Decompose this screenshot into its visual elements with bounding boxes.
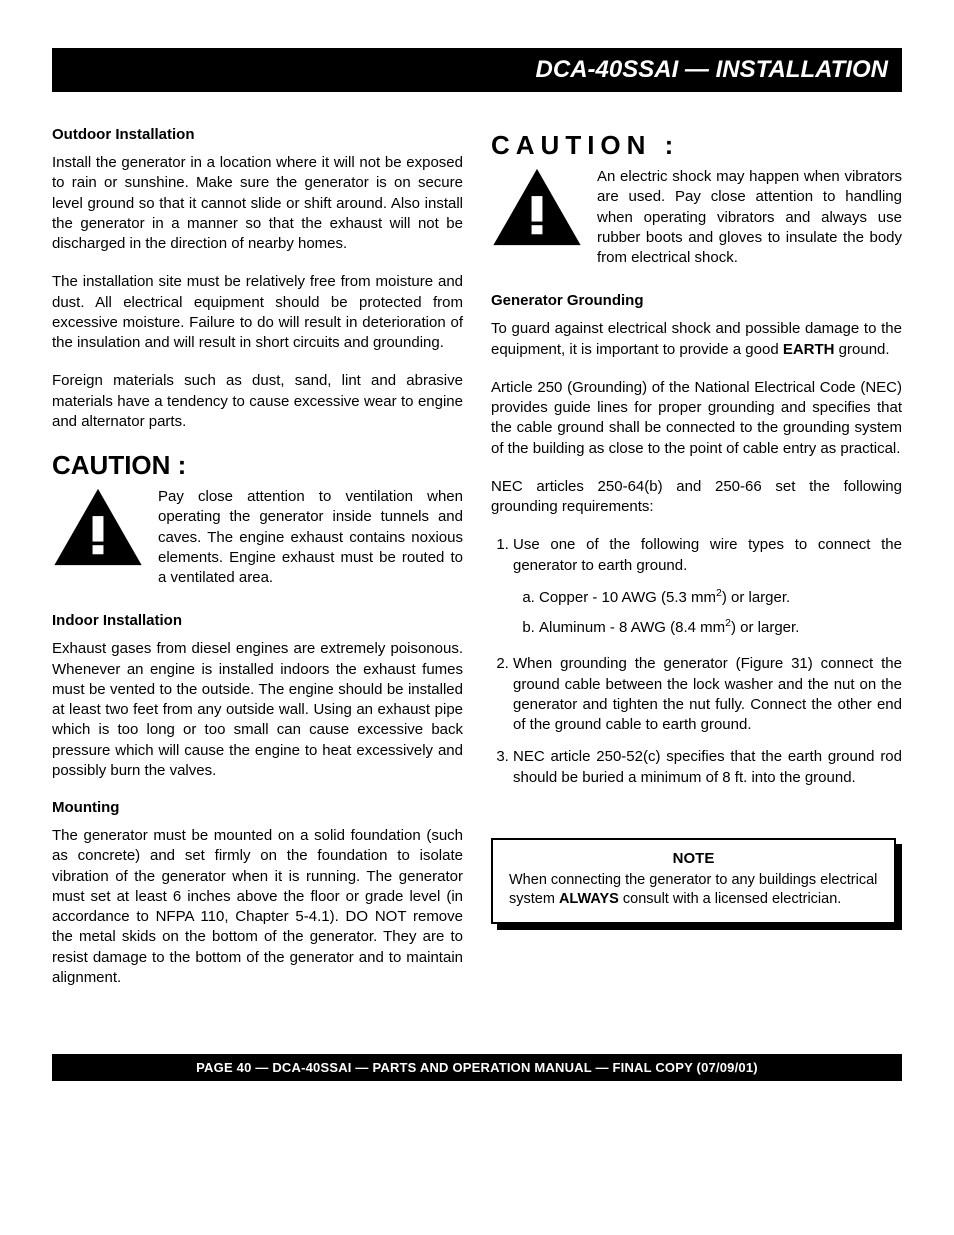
right-column: CAUTION : An electric shock may happen w…: [491, 120, 902, 1006]
para-indoor: Exhaust gases from diesel engines are ex…: [52, 639, 463, 781]
sublist-a-pre: Copper - 10 AWG (5.3 mm: [539, 589, 716, 606]
wire-sublist: Copper - 10 AWG (5.3 mm2) or larger. Alu…: [513, 586, 902, 639]
list-item-1: Use one of the following wire types to c…: [513, 535, 902, 638]
sublist-item-a: Copper - 10 AWG (5.3 mm2) or larger.: [539, 586, 902, 608]
content-columns: Outdoor Installation Install the generat…: [52, 120, 902, 1006]
para-ground-3: NEC articles 250-64(b) and 250-66 set th…: [491, 477, 902, 518]
warning-triangle-icon: [491, 167, 583, 247]
grounding-list: Use one of the following wire types to c…: [491, 535, 902, 788]
caution-heading-right: CAUTION :: [491, 130, 902, 161]
heading-outdoor: Outdoor Installation: [52, 126, 463, 143]
heading-mounting: Mounting: [52, 799, 463, 816]
note-post: consult with a licensed electrician.: [619, 891, 841, 907]
para-ground-1: To guard against electrical shock and po…: [491, 319, 902, 360]
para-mounting: The generator must be mounted on a solid…: [52, 826, 463, 988]
heading-indoor: Indoor Installation: [52, 612, 463, 629]
para-outdoor-2: The installation site must be relatively…: [52, 272, 463, 353]
note-box-inner: NOTE When connecting the generator to an…: [491, 838, 896, 925]
heading-grounding: Generator Grounding: [491, 292, 902, 309]
title-bar: DCA-40SSAI — INSTALLATION: [52, 48, 902, 92]
note-box: NOTE When connecting the generator to an…: [491, 838, 902, 925]
note-title: NOTE: [509, 850, 878, 867]
para-ground-1-post: ground.: [835, 341, 890, 358]
sublist-b-pre: Aluminum - 8 AWG (8.4 mm: [539, 619, 725, 636]
sublist-a-post: ) or larger.: [722, 589, 790, 606]
para-outdoor-3: Foreign materials such as dust, sand, li…: [52, 371, 463, 432]
caution-heading-left: CAUTION :: [52, 450, 463, 481]
note-text: When connecting the generator to any bui…: [509, 871, 878, 909]
left-column: Outdoor Installation Install the generat…: [52, 120, 463, 1006]
sublist-item-b: Aluminum - 8 AWG (8.4 mm2) or larger.: [539, 616, 902, 638]
list-item-1-text: Use one of the following wire types to c…: [513, 536, 902, 573]
list-item-3: NEC article 250-52(c) specifies that the…: [513, 747, 902, 788]
note-bold: ALWAYS: [559, 891, 619, 907]
caution-block-left: Pay close attention to ventilation when …: [52, 487, 463, 588]
caution-text-right: An electric shock may happen when vibrat…: [597, 167, 902, 268]
caution-text-left: Pay close attention to ventilation when …: [158, 487, 463, 588]
warning-triangle-icon: [52, 487, 144, 567]
sublist-b-post: ) or larger.: [731, 619, 799, 636]
para-ground-1-bold: EARTH: [783, 341, 835, 358]
footer-bar: PAGE 40 — DCA-40SSAI — PARTS AND OPERATI…: [52, 1054, 902, 1081]
caution-block-right: An electric shock may happen when vibrat…: [491, 167, 902, 268]
list-item-2: When grounding the generator (Figure 31)…: [513, 654, 902, 735]
para-outdoor-1: Install the generator in a location wher…: [52, 153, 463, 254]
para-ground-2: Article 250 (Grounding) of the National …: [491, 378, 902, 459]
